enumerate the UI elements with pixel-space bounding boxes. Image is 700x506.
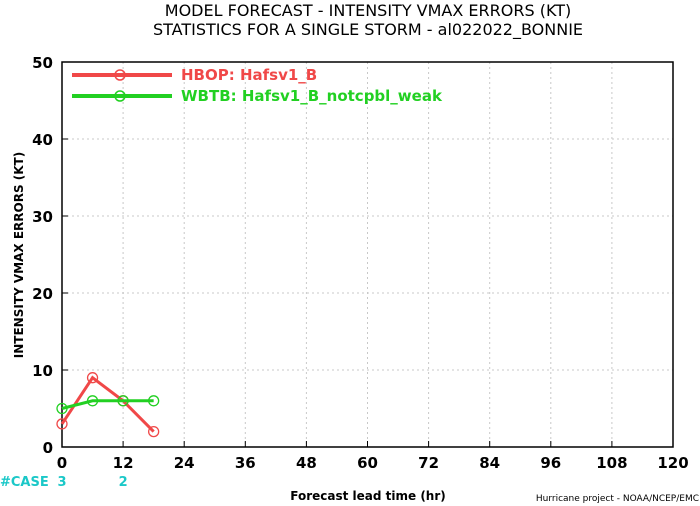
y-tick-label: 10 bbox=[32, 362, 53, 380]
y-tick-label: 0 bbox=[43, 439, 53, 457]
legend-marker bbox=[114, 90, 126, 102]
legend: HBOP: Hafsv1_B WBTB: Hafsv1_B_notcpbl_wea… bbox=[72, 66, 443, 105]
credit-text: Hurricane project - NOAA/NCEP/EMC bbox=[536, 494, 699, 504]
series-line bbox=[60, 375, 155, 433]
x-tick-label: 120 bbox=[657, 454, 688, 472]
x-tick-label: 84 bbox=[479, 454, 500, 472]
x-tick-label: 72 bbox=[418, 454, 439, 472]
chart-title: MODEL FORECAST - INTENSITY VMAX ERRORS (… bbox=[165, 1, 571, 20]
case-counts: #CASE 3 2 bbox=[0, 475, 128, 490]
y-tick-label: 30 bbox=[32, 208, 53, 226]
data-point bbox=[86, 395, 99, 407]
data-point bbox=[147, 395, 160, 407]
plot-frame bbox=[61, 61, 674, 448]
data-point bbox=[86, 372, 99, 384]
legend-label: HBOP: Hafsv1_B bbox=[181, 66, 317, 84]
data-point bbox=[56, 418, 68, 430]
legend-label: WBTB: Hafsv1_B_notcpbl_weak bbox=[181, 87, 443, 105]
case-count: 3 bbox=[57, 475, 66, 490]
axis-ticks: 0 12 24 36 48 60 72 84 96 108 120 0 10 20 30 40 50 bbox=[32, 54, 689, 472]
x-tick-label: 36 bbox=[235, 454, 256, 472]
y-tick-label: 50 bbox=[32, 54, 53, 72]
x-axis-label: Forecast lead time (hr) bbox=[290, 489, 446, 503]
legend-marker bbox=[114, 69, 126, 81]
x-tick-label: 24 bbox=[174, 454, 195, 472]
x-tick-label: 60 bbox=[357, 454, 378, 472]
y-axis-label: INTENSITY VMAX ERRORS (KT) bbox=[12, 152, 26, 358]
case-count: 2 bbox=[119, 475, 128, 490]
case-row-label: #CASE bbox=[0, 475, 49, 490]
x-tick-label: 48 bbox=[296, 454, 317, 472]
y-tick-label: 20 bbox=[32, 285, 53, 303]
data-point bbox=[117, 395, 129, 407]
x-tick-label: 0 bbox=[57, 454, 67, 472]
x-tick-label: 12 bbox=[113, 454, 134, 472]
data-point bbox=[147, 425, 160, 438]
x-tick-label: 96 bbox=[540, 454, 561, 472]
data-point bbox=[56, 402, 68, 415]
series-line bbox=[61, 399, 154, 410]
x-tick-label: 108 bbox=[596, 454, 627, 472]
grid bbox=[62, 62, 673, 447]
y-tick-label: 40 bbox=[32, 131, 53, 149]
chart-subtitle: STATISTICS FOR A SINGLE STORM - al022022… bbox=[153, 20, 583, 40]
series-group bbox=[56, 372, 160, 438]
